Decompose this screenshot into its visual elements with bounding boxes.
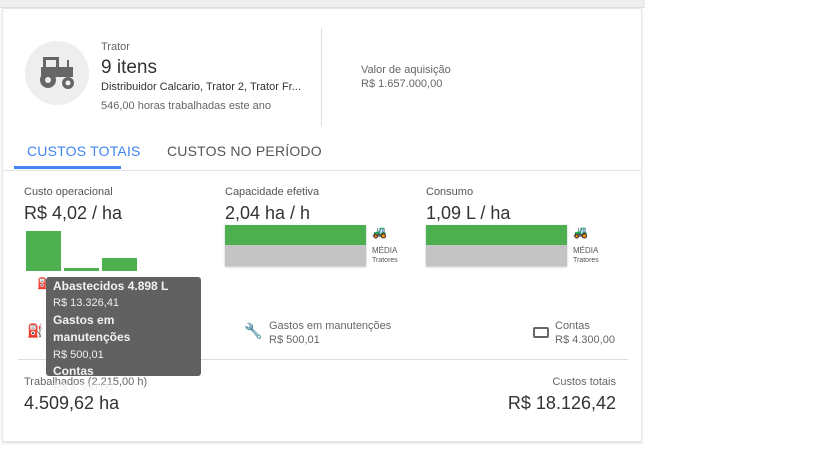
items-list: Distribuidor Calcario, Trator 2, Trator …	[101, 81, 301, 93]
category: Trator	[101, 41, 130, 53]
active-tab-indicator	[14, 166, 121, 169]
custo-value: R$ 4,02 / ha	[24, 203, 123, 223]
bills-bar[interactable]	[102, 258, 137, 271]
capacidade-bar	[225, 225, 366, 266]
capacidade-bar-fill	[225, 225, 366, 245]
divider	[321, 28, 322, 126]
acquisition-label: Valor de aquisição	[361, 64, 451, 76]
tooltip-value: R$ 13.326,41	[53, 297, 120, 310]
cost-tooltip: Abastecidos 4.898 L R$ 13.326,41 Gastos …	[46, 277, 201, 394]
total-value: R$ 18.126,42	[507, 393, 616, 413]
consumo-bar	[426, 225, 567, 266]
tab-custos-periodo[interactable]: CUSTOS NO PERÍODO	[167, 143, 322, 159]
consumo-value: 1,09 L / ha	[426, 203, 511, 223]
cost-bar-chart	[26, 231, 141, 271]
contas-label: Contas	[555, 320, 590, 332]
consumo-label: Consumo	[426, 186, 474, 198]
acquisition-value: R$ 1.657.000,00	[361, 78, 443, 90]
tractor-icon	[40, 57, 74, 89]
worked-label: Trabalhados (2.215,00 h)	[24, 376, 148, 388]
consumo-avg: MÉDIA Tratores	[573, 246, 599, 266]
fuel-icon: ⛽	[27, 323, 44, 338]
custo-label: Custo operacional	[24, 186, 113, 198]
capacidade-label: Capacidade efetiva	[225, 186, 320, 198]
tractor-icon: 🚜	[372, 225, 387, 239]
tooltip-title: Gastos em manutenções	[53, 312, 131, 345]
consumo-bar-fill	[426, 225, 567, 245]
total-label: Custos totais	[552, 376, 616, 388]
money-icon	[533, 327, 549, 338]
hours-worked: 546,00 horas trabalhadas este ano	[101, 100, 272, 112]
avg-label: MÉDIA	[573, 246, 599, 255]
tooltip-value: R$ 500,01	[53, 348, 104, 361]
tab-custos-totais[interactable]: CUSTOS TOTAIS	[27, 143, 141, 159]
manut-label: Gastos em manutenções	[269, 320, 392, 332]
tooltip-value: R$ 4.300,00	[53, 382, 113, 395]
wrench-icon: 🔧	[244, 323, 263, 340]
avg-label: MÉDIA	[372, 246, 398, 255]
avg-sub: Tratores	[573, 257, 599, 264]
avg-sub: Tratores	[372, 257, 398, 264]
divider	[18, 359, 628, 360]
page-title: 9 itens	[101, 57, 157, 78]
maintenance-bar[interactable]	[64, 268, 99, 271]
capacidade-value: 2,04 ha / h	[225, 203, 311, 223]
tooltip-title: Contas	[53, 364, 94, 379]
fuel-bar[interactable]	[26, 231, 61, 271]
tab-bar: CUSTOS TOTAIS CUSTOS NO PERÍODO	[3, 133, 641, 171]
top-strip	[0, 0, 645, 8]
manut-value: R$ 500,01	[269, 334, 320, 346]
worked-value: 4.509,62 ha	[24, 393, 120, 413]
tractor-icon: 🚜	[573, 225, 588, 239]
tooltip-title: Abastecidos 4.898 L	[53, 279, 169, 293]
capacidade-avg: MÉDIA Tratores	[372, 246, 398, 266]
contas-value: R$ 4.300,00	[555, 334, 615, 346]
avatar	[25, 41, 89, 105]
